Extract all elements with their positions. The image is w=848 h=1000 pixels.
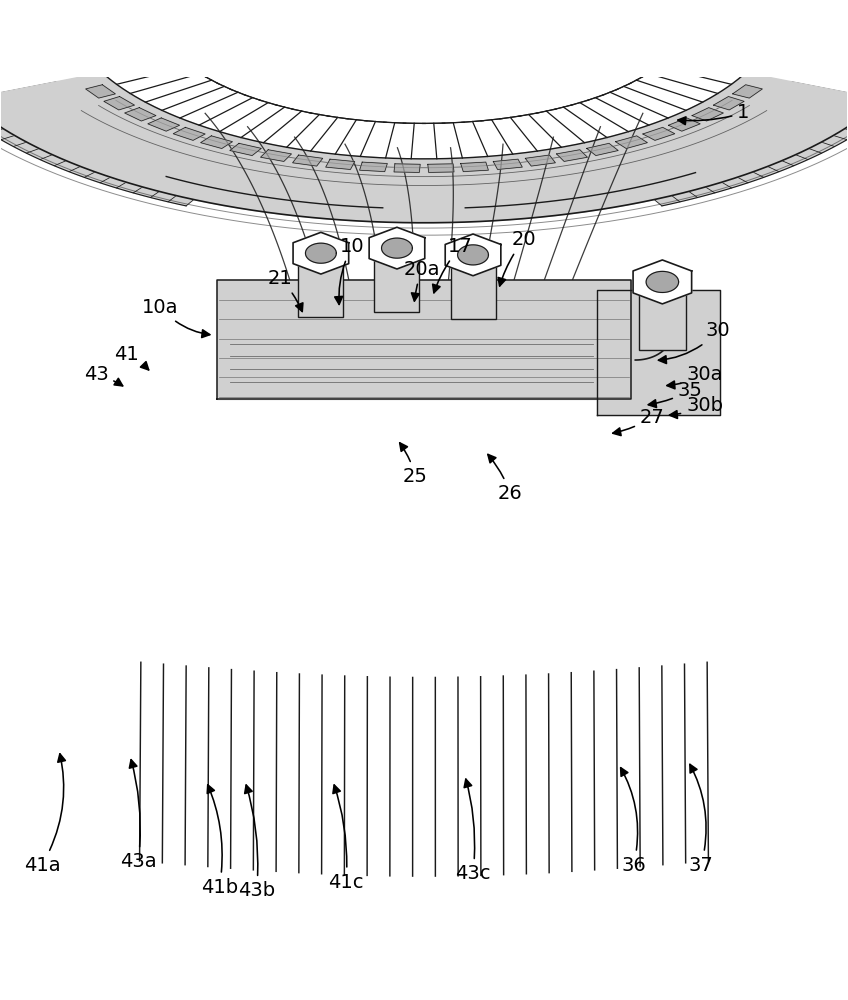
Polygon shape	[460, 162, 488, 172]
Polygon shape	[382, 238, 412, 258]
Polygon shape	[260, 150, 292, 161]
Bar	[375, 245, 420, 312]
Text: 20: 20	[498, 230, 536, 286]
Text: 27: 27	[613, 408, 665, 436]
Polygon shape	[0, 73, 848, 223]
Polygon shape	[643, 127, 675, 140]
Polygon shape	[646, 271, 678, 292]
Text: 30a: 30a	[667, 365, 722, 389]
Text: 17: 17	[432, 237, 472, 293]
Text: 41c: 41c	[328, 785, 364, 892]
Polygon shape	[608, 82, 848, 206]
Polygon shape	[633, 260, 692, 304]
Polygon shape	[525, 155, 555, 166]
Polygon shape	[360, 162, 388, 172]
Polygon shape	[427, 164, 454, 172]
Polygon shape	[201, 136, 232, 149]
Polygon shape	[0, 82, 240, 206]
Polygon shape	[587, 143, 618, 156]
Polygon shape	[230, 143, 261, 156]
Text: 26: 26	[488, 454, 522, 503]
Text: 43b: 43b	[238, 785, 276, 900]
Text: 30: 30	[658, 321, 730, 364]
Polygon shape	[616, 136, 647, 149]
Polygon shape	[692, 108, 723, 121]
Text: 41b: 41b	[201, 785, 238, 897]
Bar	[450, 252, 495, 319]
Text: 43a: 43a	[120, 760, 157, 871]
Polygon shape	[458, 245, 488, 265]
Text: 43: 43	[84, 365, 123, 386]
Polygon shape	[305, 243, 337, 263]
Text: 21: 21	[268, 269, 303, 312]
Polygon shape	[148, 118, 180, 131]
Polygon shape	[733, 85, 762, 98]
Text: 35: 35	[648, 381, 703, 407]
Text: 41: 41	[114, 345, 148, 370]
Text: 36: 36	[621, 768, 646, 875]
Polygon shape	[173, 127, 205, 140]
Polygon shape	[217, 280, 631, 399]
Text: 10: 10	[335, 237, 365, 304]
Polygon shape	[597, 290, 720, 415]
Text: 37: 37	[689, 764, 714, 875]
Text: 25: 25	[399, 443, 428, 486]
Polygon shape	[445, 234, 501, 276]
Polygon shape	[326, 159, 354, 169]
Text: 20a: 20a	[403, 260, 440, 301]
Polygon shape	[125, 108, 156, 121]
Polygon shape	[103, 97, 135, 110]
Text: 1: 1	[678, 103, 750, 125]
Text: 43c: 43c	[455, 779, 491, 883]
Polygon shape	[293, 155, 323, 166]
Polygon shape	[713, 97, 745, 110]
Polygon shape	[293, 232, 349, 274]
Polygon shape	[494, 159, 522, 169]
Bar	[639, 279, 686, 350]
Polygon shape	[369, 227, 425, 269]
Text: 41a: 41a	[24, 754, 65, 875]
Text: 30b: 30b	[669, 396, 723, 418]
Polygon shape	[86, 85, 115, 98]
Polygon shape	[556, 150, 588, 161]
Text: 10a: 10a	[142, 298, 209, 338]
Bar	[298, 250, 343, 317]
Polygon shape	[668, 118, 700, 131]
Polygon shape	[394, 164, 421, 172]
